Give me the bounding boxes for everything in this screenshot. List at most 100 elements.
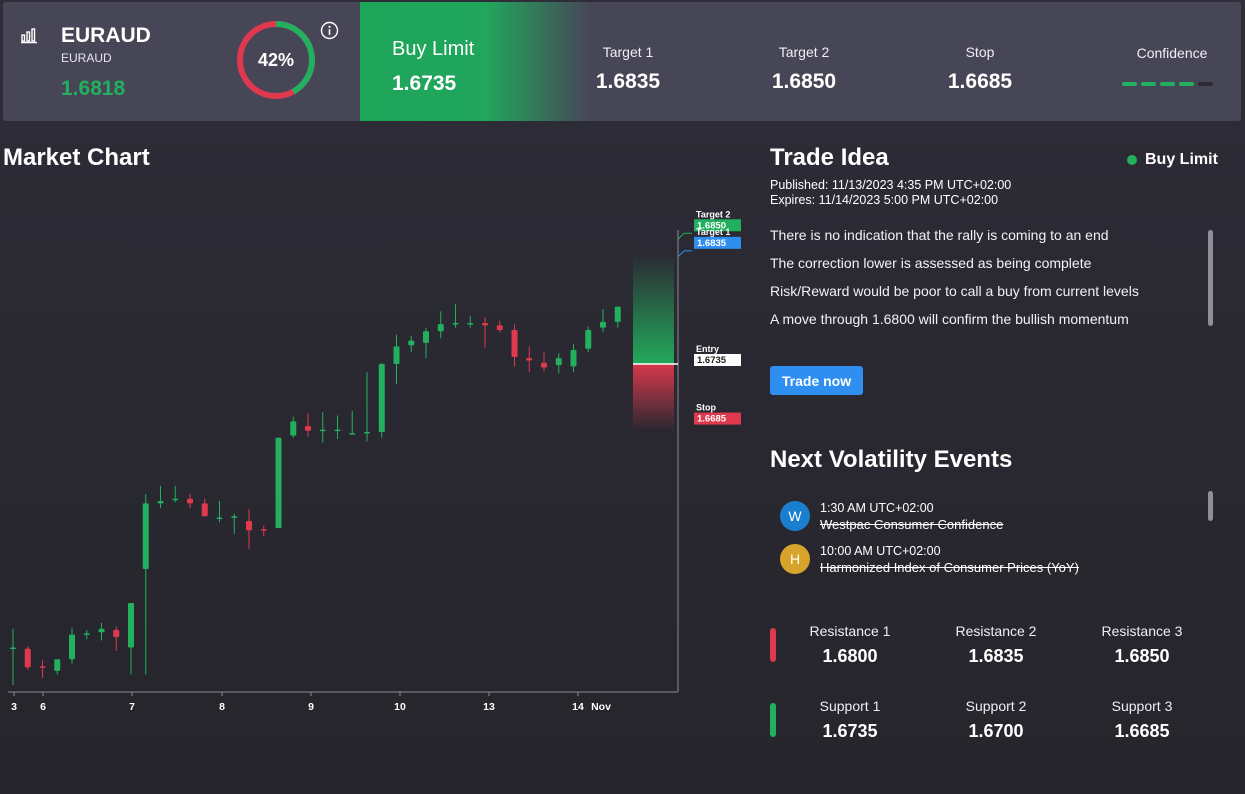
candle-body bbox=[187, 498, 193, 504]
idea-point: Risk/Reward would be poor to call a buy … bbox=[770, 283, 1139, 299]
support-1: Support 1 1.6735 bbox=[780, 698, 920, 742]
candle-body bbox=[319, 429, 326, 432]
candle-body bbox=[526, 358, 533, 361]
level-tag-box bbox=[694, 412, 741, 425]
current-price: 1.6818 bbox=[61, 77, 126, 100]
level-tag-value: 1.6685 bbox=[697, 414, 727, 425]
candle-body bbox=[290, 421, 297, 436]
level-connector bbox=[677, 250, 692, 258]
level-label: Support 1 bbox=[819, 698, 881, 714]
candle-body bbox=[54, 659, 61, 671]
loss-zone bbox=[633, 364, 674, 431]
resistance-indicator bbox=[770, 628, 776, 662]
status-dot bbox=[1127, 155, 1137, 165]
candle-body bbox=[496, 325, 503, 331]
event-time: 1:30 AM UTC+02:00 bbox=[820, 501, 934, 515]
confidence-meter bbox=[1122, 82, 1213, 86]
level-value: 1.6735 bbox=[822, 721, 878, 741]
candle-body bbox=[378, 364, 385, 432]
candle-body bbox=[231, 516, 238, 518]
candle-body bbox=[511, 330, 518, 357]
trade-now-button[interactable]: Trade now bbox=[770, 366, 863, 395]
trade-idea-title: Trade Idea bbox=[770, 144, 889, 171]
candle-body bbox=[172, 498, 179, 501]
events-scrollbar[interactable] bbox=[1208, 491, 1213, 521]
candle-body bbox=[246, 520, 252, 531]
level-tag-box bbox=[694, 236, 741, 249]
level-label: Resistance 1 bbox=[809, 623, 891, 639]
confidence-dash bbox=[1179, 82, 1194, 86]
idea-point: The correction lower is assessed as bein… bbox=[770, 255, 1092, 271]
level-tag-label: Target 1 bbox=[696, 227, 730, 237]
candle-body bbox=[408, 340, 415, 346]
signal-panel: Buy Limit 1.6735 bbox=[360, 2, 590, 121]
candle-body bbox=[24, 648, 31, 668]
resistance-3: Resistance 3 1.6850 bbox=[1072, 623, 1212, 667]
level-value: 1.6835 bbox=[968, 646, 1024, 666]
candle-body bbox=[614, 306, 621, 322]
candle-body bbox=[600, 321, 606, 328]
confidence-label: Confidence bbox=[1136, 45, 1208, 61]
level-tag-label: Stop bbox=[696, 403, 716, 413]
candle-body bbox=[216, 517, 223, 519]
level-label: Support 3 bbox=[1111, 698, 1173, 714]
candle-body bbox=[98, 628, 105, 633]
header-col-label: Target 1 bbox=[602, 44, 654, 60]
symbol-subtitle: EURAUD bbox=[61, 51, 112, 65]
candle-body bbox=[423, 331, 429, 343]
probability-gauge bbox=[237, 21, 315, 99]
candle-body bbox=[142, 503, 149, 569]
level-value: 1.6685 bbox=[1114, 721, 1170, 741]
candle-body bbox=[570, 349, 577, 367]
header-stop: Stop 1.6685 bbox=[920, 44, 1040, 94]
published-date: Published: 11/13/2023 4:35 PM UTC+02:00 bbox=[770, 178, 1012, 192]
candle-body bbox=[467, 323, 474, 325]
level-tag-value: 1.6850 bbox=[697, 220, 726, 231]
chart-bars-icon[interactable] bbox=[20, 26, 38, 44]
event-name: Harmonized Index of Consumer Prices (YoY… bbox=[820, 560, 1079, 575]
support-indicator bbox=[770, 703, 776, 737]
candle-body bbox=[305, 426, 311, 431]
event-time: 10:00 AM UTC+02:00 bbox=[820, 544, 941, 558]
confidence-dash bbox=[1198, 82, 1213, 86]
header-col-label: Target 2 bbox=[778, 44, 830, 60]
header-col-value: 1.6835 bbox=[595, 70, 661, 93]
expires-date: Expires: 11/14/2023 5:00 PM UTC+02:00 bbox=[770, 193, 999, 207]
idea-scrollbar[interactable] bbox=[1208, 230, 1213, 326]
level-tag-box bbox=[694, 219, 741, 232]
support-2: Support 2 1.6700 bbox=[926, 698, 1066, 742]
confidence-dash bbox=[1160, 82, 1175, 86]
level-tag-box bbox=[694, 354, 741, 366]
header-target-1: Target 1 1.6835 bbox=[568, 44, 688, 94]
signal-price: 1.6735 bbox=[392, 72, 457, 95]
candle-body bbox=[69, 634, 75, 660]
x-tick-label: 3 bbox=[11, 701, 17, 713]
candle-body bbox=[541, 362, 547, 368]
gauge-percent: 42% bbox=[257, 49, 295, 70]
event-name: Westpac Consumer Confidence bbox=[820, 517, 1004, 532]
level-connector bbox=[677, 232, 692, 240]
signal-header: EURAUD EURAUD 1.6818 42% Buy Limit 1.673… bbox=[3, 2, 1241, 121]
level-label: Resistance 2 bbox=[955, 623, 1037, 639]
volatility-title: Next Volatility Events bbox=[770, 446, 1013, 473]
x-tick-label: 13 bbox=[483, 701, 495, 713]
x-tick-label: 14 bbox=[572, 701, 584, 713]
level-label: Support 2 bbox=[965, 698, 1027, 714]
info-icon[interactable] bbox=[320, 21, 339, 40]
profit-zone bbox=[633, 254, 674, 364]
level-value: 1.6700 bbox=[968, 721, 1024, 741]
level-tag-label: Target 2 bbox=[696, 209, 730, 219]
level-value: 1.6800 bbox=[822, 646, 878, 666]
support-3: Support 3 1.6685 bbox=[1072, 698, 1212, 742]
candle-body bbox=[349, 433, 356, 435]
x-tick-label: 10 bbox=[394, 701, 406, 713]
trade-status: Buy Limit bbox=[1127, 151, 1218, 169]
level-tag-value: 1.6735 bbox=[697, 355, 727, 366]
x-tick-label: 7 bbox=[129, 701, 135, 713]
candle-body bbox=[555, 358, 562, 366]
candle-body bbox=[83, 633, 90, 635]
idea-point: There is no indication that the rally is… bbox=[770, 227, 1109, 243]
candle-body bbox=[128, 602, 134, 648]
level-label: Resistance 3 bbox=[1101, 623, 1183, 639]
